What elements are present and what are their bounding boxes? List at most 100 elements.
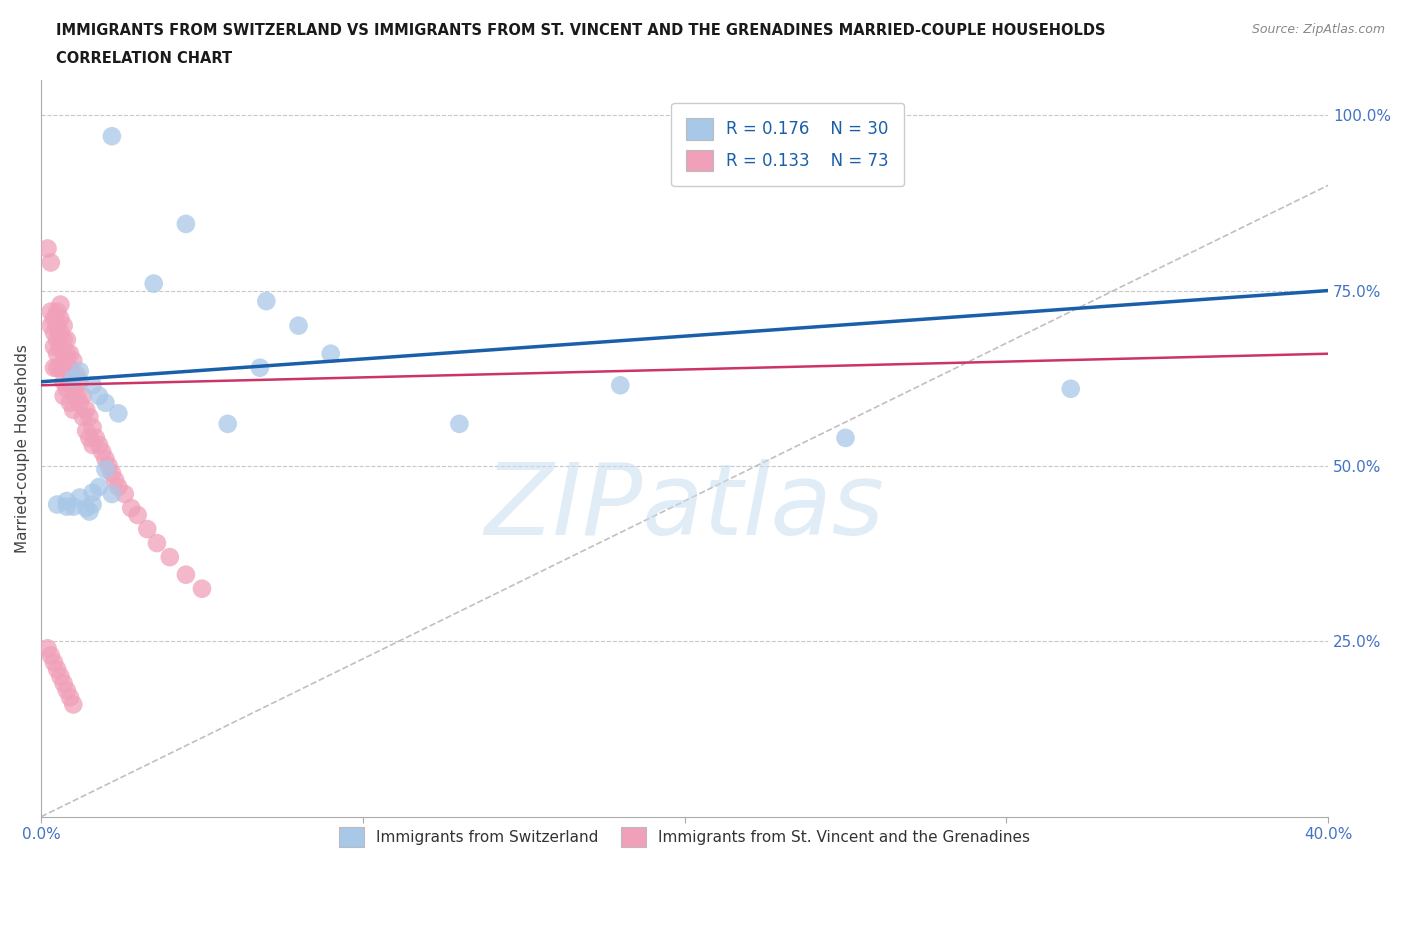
- Point: [249, 360, 271, 375]
- Point: [107, 480, 129, 495]
- Point: [319, 346, 342, 361]
- Text: ZIPatlas: ZIPatlas: [485, 458, 884, 556]
- Point: [46, 360, 69, 375]
- Point: [65, 389, 87, 404]
- Point: [62, 403, 84, 418]
- Point: [46, 318, 69, 333]
- Point: [59, 690, 82, 705]
- Point: [39, 304, 62, 319]
- Point: [101, 128, 124, 143]
- Point: [46, 498, 69, 512]
- Point: [59, 360, 82, 375]
- Point: [97, 458, 120, 473]
- Text: Source: ZipAtlas.com: Source: ZipAtlas.com: [1251, 23, 1385, 36]
- Point: [42, 312, 65, 326]
- Point: [56, 360, 79, 375]
- Point: [82, 437, 104, 452]
- Point: [42, 326, 65, 340]
- Point: [52, 346, 75, 361]
- Point: [1060, 381, 1083, 396]
- Point: [94, 462, 117, 477]
- Point: [62, 353, 84, 368]
- Point: [94, 395, 117, 410]
- Point: [94, 451, 117, 466]
- Point: [49, 326, 72, 340]
- Point: [39, 318, 62, 333]
- Y-axis label: Married-couple Households: Married-couple Households: [15, 344, 30, 552]
- Point: [56, 494, 79, 509]
- Point: [104, 472, 127, 487]
- Point: [59, 374, 82, 389]
- Point: [62, 499, 84, 514]
- Point: [69, 374, 91, 389]
- Point: [56, 332, 79, 347]
- Point: [56, 346, 79, 361]
- Point: [39, 255, 62, 270]
- Point: [49, 360, 72, 375]
- Legend: Immigrants from Switzerland, Immigrants from St. Vincent and the Grenadines: Immigrants from Switzerland, Immigrants …: [326, 814, 1043, 860]
- Point: [120, 500, 142, 515]
- Point: [136, 522, 159, 537]
- Point: [52, 318, 75, 333]
- Point: [79, 409, 101, 424]
- Point: [42, 360, 65, 375]
- Point: [101, 486, 124, 501]
- Point: [69, 490, 91, 505]
- Point: [56, 683, 79, 698]
- Point: [87, 437, 110, 452]
- Point: [84, 431, 107, 445]
- Point: [79, 504, 101, 519]
- Point: [62, 371, 84, 386]
- Point: [142, 276, 165, 291]
- Point: [52, 389, 75, 404]
- Point: [49, 669, 72, 684]
- Point: [72, 409, 94, 424]
- Point: [62, 381, 84, 396]
- Point: [56, 499, 79, 514]
- Point: [49, 339, 72, 354]
- Point: [75, 423, 97, 438]
- Point: [69, 364, 91, 379]
- Text: IMMIGRANTS FROM SWITZERLAND VS IMMIGRANTS FROM ST. VINCENT AND THE GRENADINES MA: IMMIGRANTS FROM SWITZERLAND VS IMMIGRANT…: [56, 23, 1105, 38]
- Point: [191, 581, 214, 596]
- Point: [79, 431, 101, 445]
- Point: [46, 304, 69, 319]
- Point: [62, 367, 84, 382]
- Point: [37, 641, 59, 656]
- Point: [146, 536, 169, 551]
- Point: [75, 403, 97, 418]
- Point: [46, 662, 69, 677]
- Point: [46, 346, 69, 361]
- Point: [52, 374, 75, 389]
- Point: [52, 360, 75, 375]
- Point: [69, 395, 91, 410]
- Point: [254, 294, 277, 309]
- Point: [37, 241, 59, 256]
- Point: [449, 417, 471, 432]
- Point: [49, 298, 72, 312]
- Point: [87, 480, 110, 495]
- Point: [56, 381, 79, 396]
- Point: [72, 389, 94, 404]
- Point: [42, 339, 65, 354]
- Point: [62, 697, 84, 711]
- Point: [39, 648, 62, 663]
- Point: [217, 417, 239, 432]
- Point: [52, 676, 75, 691]
- Point: [91, 445, 114, 459]
- Point: [101, 466, 124, 481]
- Point: [82, 378, 104, 392]
- Point: [609, 378, 631, 392]
- Point: [114, 486, 136, 501]
- Point: [82, 498, 104, 512]
- Point: [174, 217, 197, 232]
- Point: [287, 318, 309, 333]
- Point: [127, 508, 149, 523]
- Point: [52, 332, 75, 347]
- Point: [42, 655, 65, 670]
- Point: [75, 500, 97, 515]
- Point: [59, 346, 82, 361]
- Point: [834, 431, 856, 445]
- Point: [107, 405, 129, 420]
- Point: [65, 367, 87, 382]
